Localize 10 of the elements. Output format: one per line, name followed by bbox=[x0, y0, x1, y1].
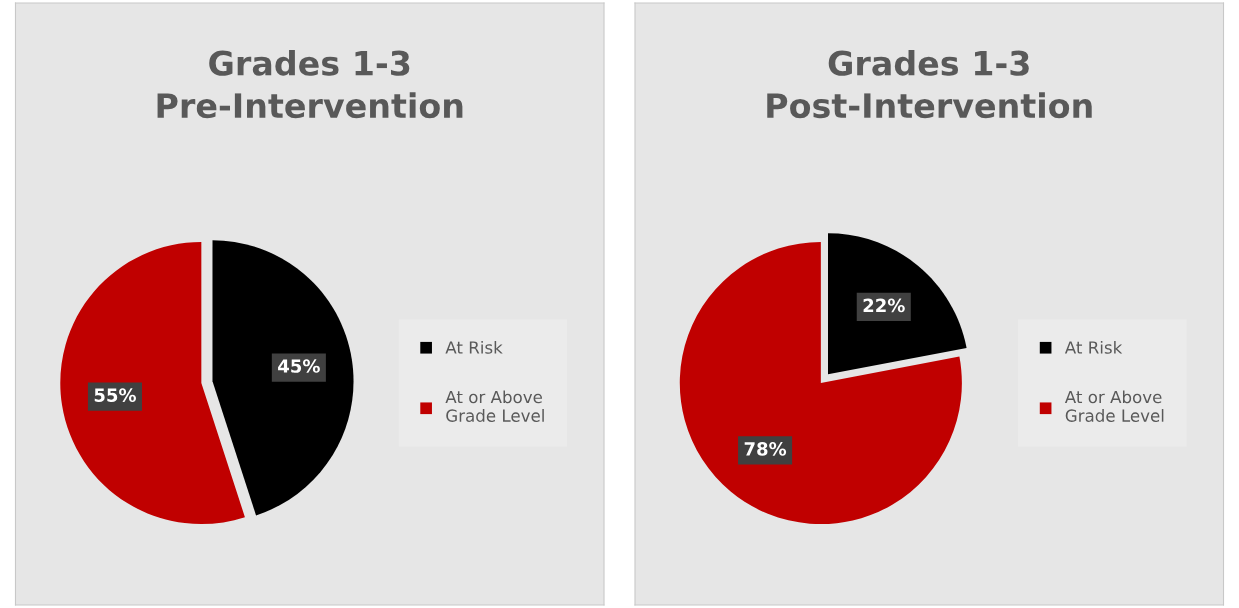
data-label: 55% bbox=[94, 388, 136, 402]
data-label: 22% bbox=[863, 298, 905, 313]
legend-label: At or Above Grade Level bbox=[1064, 390, 1164, 422]
data-label: 45% bbox=[278, 359, 320, 373]
chart-title: Grades 1-3 Pre-Intervention bbox=[157, 49, 463, 119]
data-label: 78% bbox=[744, 442, 787, 456]
legend-label: At Risk bbox=[1064, 340, 1123, 354]
legend-label: At or Above Grade Level bbox=[445, 390, 544, 422]
legend-label: At Risk bbox=[445, 340, 503, 354]
chart-title: Grades 1-3 Post-Intervention bbox=[767, 49, 1092, 119]
